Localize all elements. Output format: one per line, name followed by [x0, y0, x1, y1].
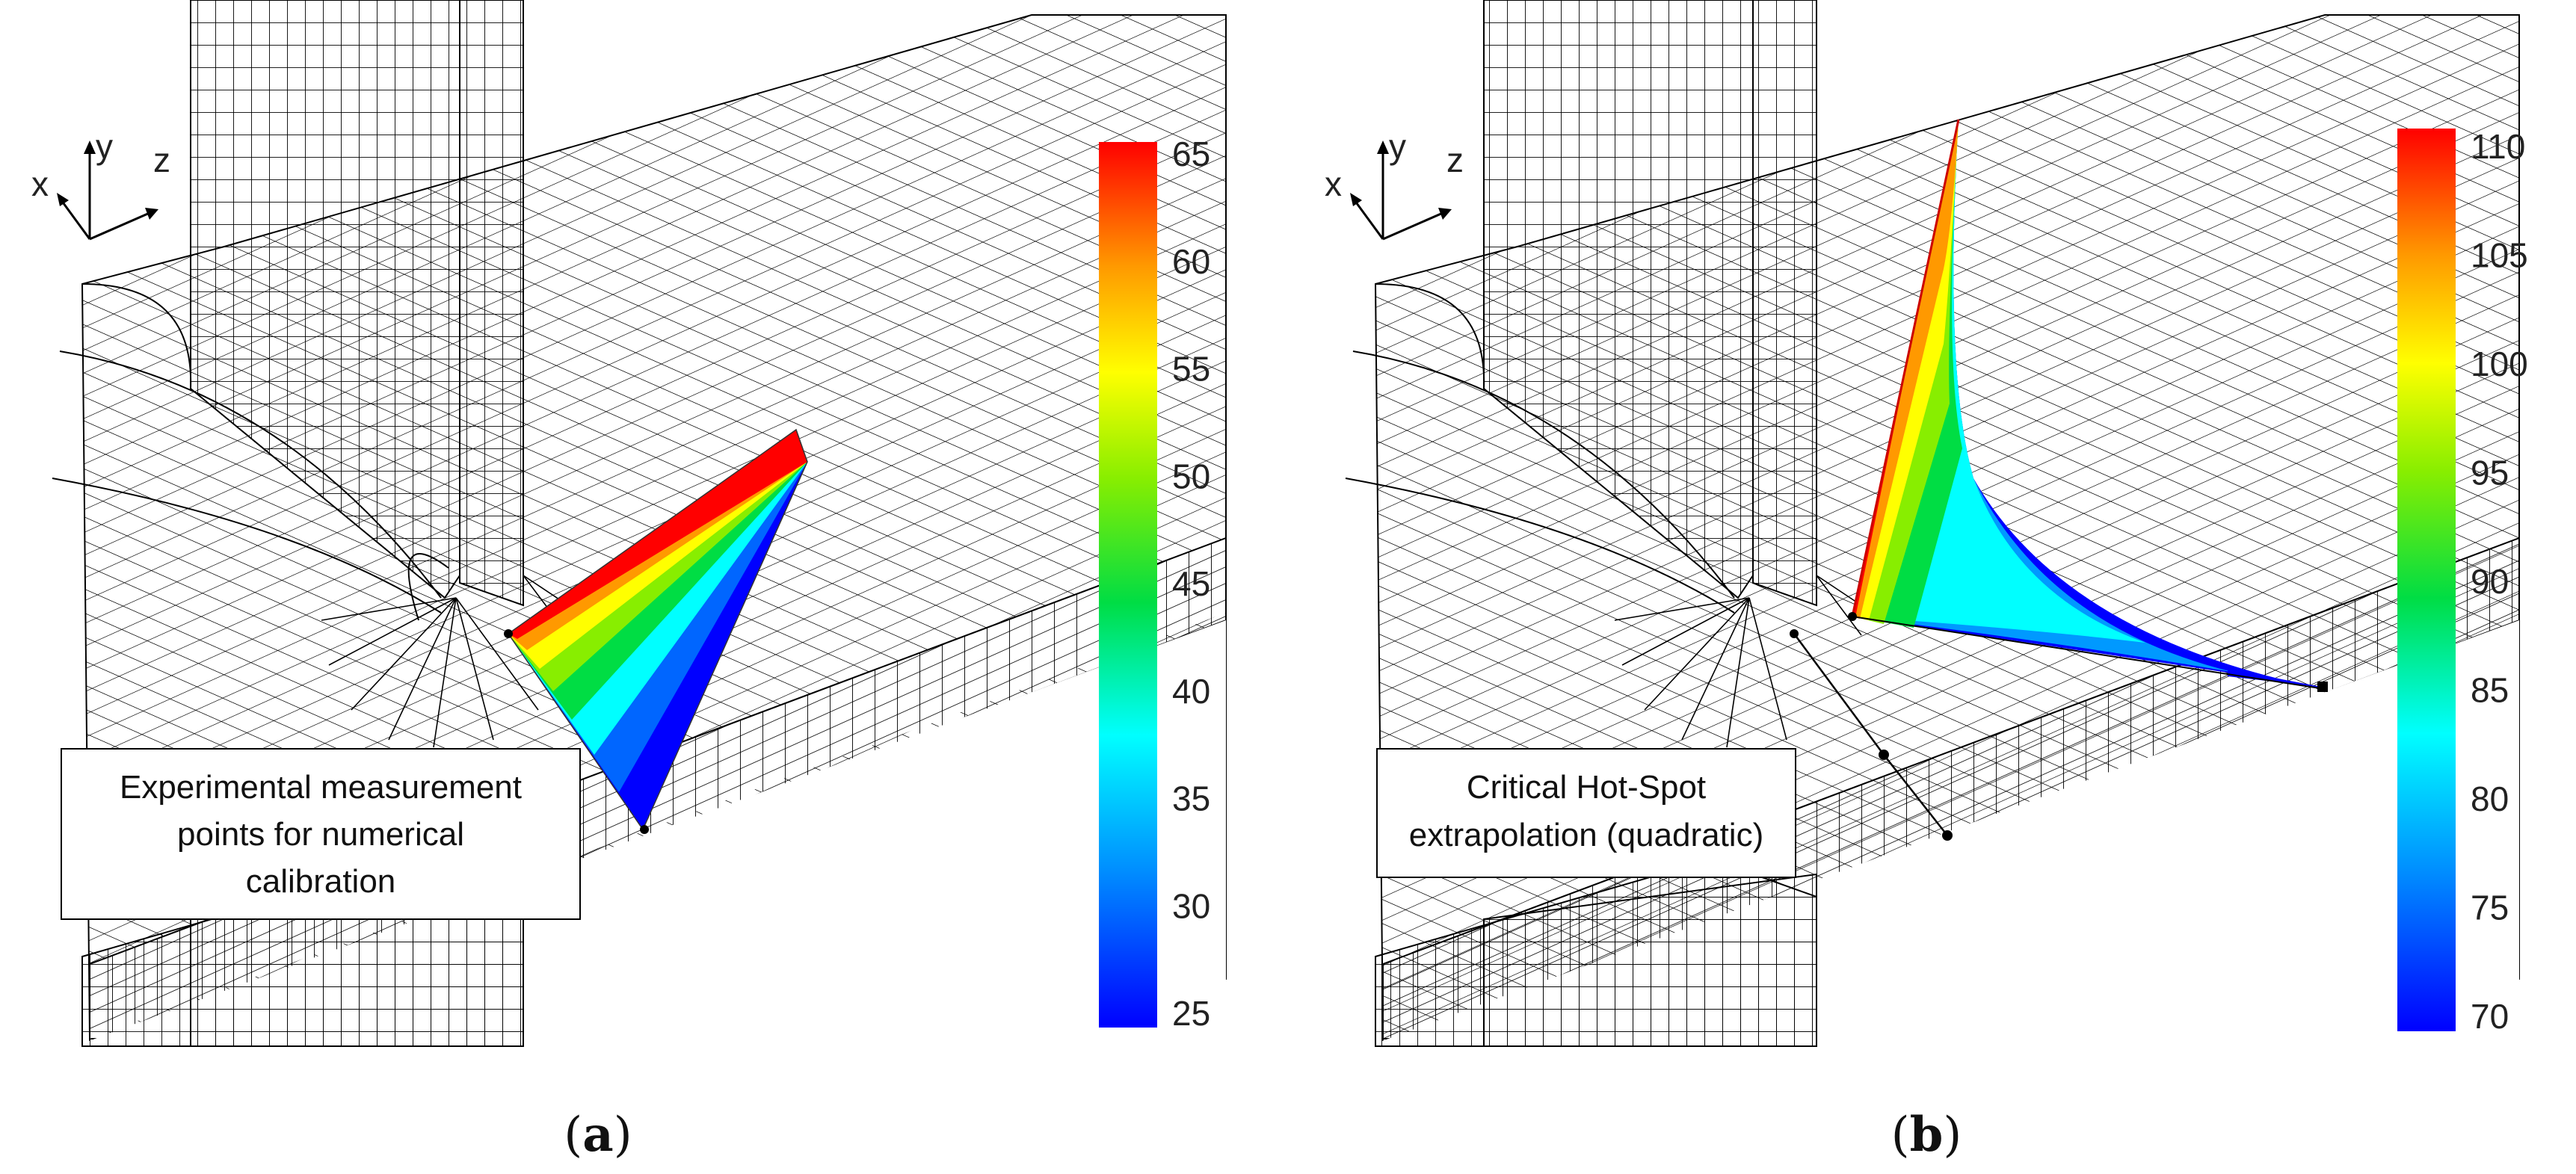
axis-z-label: z — [1446, 140, 1464, 179]
label-line-2: points for numerical — [177, 816, 464, 853]
colorbar-tick-label: 40 — [1172, 672, 1210, 711]
colorbar-tick-label: 65 — [1172, 135, 1210, 173]
panel-caption-a: (a) — [564, 1107, 632, 1163]
colorbar-tick-label: 55 — [1172, 350, 1210, 389]
colorbar-tick-label: 100 — [2471, 345, 2528, 383]
axis-y-label: y — [96, 127, 113, 166]
mesh-web — [52, 0, 591, 1047]
label-line-1: Critical Hot-Spot — [1467, 769, 1706, 806]
label-line-3: calibration — [246, 863, 396, 900]
colorbar-tick-label: 25 — [1172, 994, 1210, 1033]
colorbar-tick-label: 50 — [1172, 457, 1210, 495]
panel-b: x y z Critical Hot-Spot extrapolation (q… — [1325, 0, 2528, 1163]
colorbar-b: 110 105 100 95 90 85 80 75 70 — [2397, 127, 2528, 1036]
colorbar-tick-label: 110 — [2471, 127, 2525, 166]
colorbar-tick-label: 75 — [2471, 889, 2509, 927]
colorbar-tick-label: 90 — [2471, 562, 2509, 601]
colorbar-tick-label: 105 — [2471, 236, 2528, 275]
colorbar-tick-label: 70 — [2471, 997, 2509, 1036]
label-box-b: Critical Hot-Spot extrapolation (quadrat… — [1376, 748, 1796, 878]
colorbar-tick-label: 30 — [1172, 886, 1210, 925]
axis-y-label: y — [1389, 127, 1406, 166]
axis-x-label: x — [1325, 164, 1342, 203]
colorbar-tick-label: 95 — [2471, 454, 2509, 492]
panel-caption-b: (b) — [1891, 1107, 1962, 1163]
stress-contour-a — [504, 428, 808, 834]
colorbar-tick-label: 35 — [1172, 779, 1210, 818]
axis-triad-a: x y z — [31, 127, 170, 241]
label-line-1: Experimental measurement — [120, 769, 522, 806]
colorbar-tick-label: 85 — [2471, 671, 2509, 710]
axis-z-label: z — [153, 140, 170, 179]
stress-contour-b — [1848, 119, 2328, 692]
axis-x-label: x — [31, 164, 49, 203]
mesh-web — [1345, 0, 1953, 1047]
axis-triad-b: x y z — [1325, 127, 1464, 241]
colorbar-tick-label: 45 — [1172, 564, 1210, 603]
colorbar-tick-label: 60 — [1172, 242, 1210, 281]
colorbar-tick-label: 80 — [2471, 779, 2509, 818]
label-line-2: extrapolation (quadratic) — [1409, 817, 1763, 853]
colorbar-a: 65 60 55 50 45 40 35 30 25 — [1099, 135, 1210, 1033]
panel-a: x y z Experimental measurement points fo… — [31, 0, 1227, 1163]
label-box-a: Experimental measurement points for nume… — [61, 748, 581, 920]
